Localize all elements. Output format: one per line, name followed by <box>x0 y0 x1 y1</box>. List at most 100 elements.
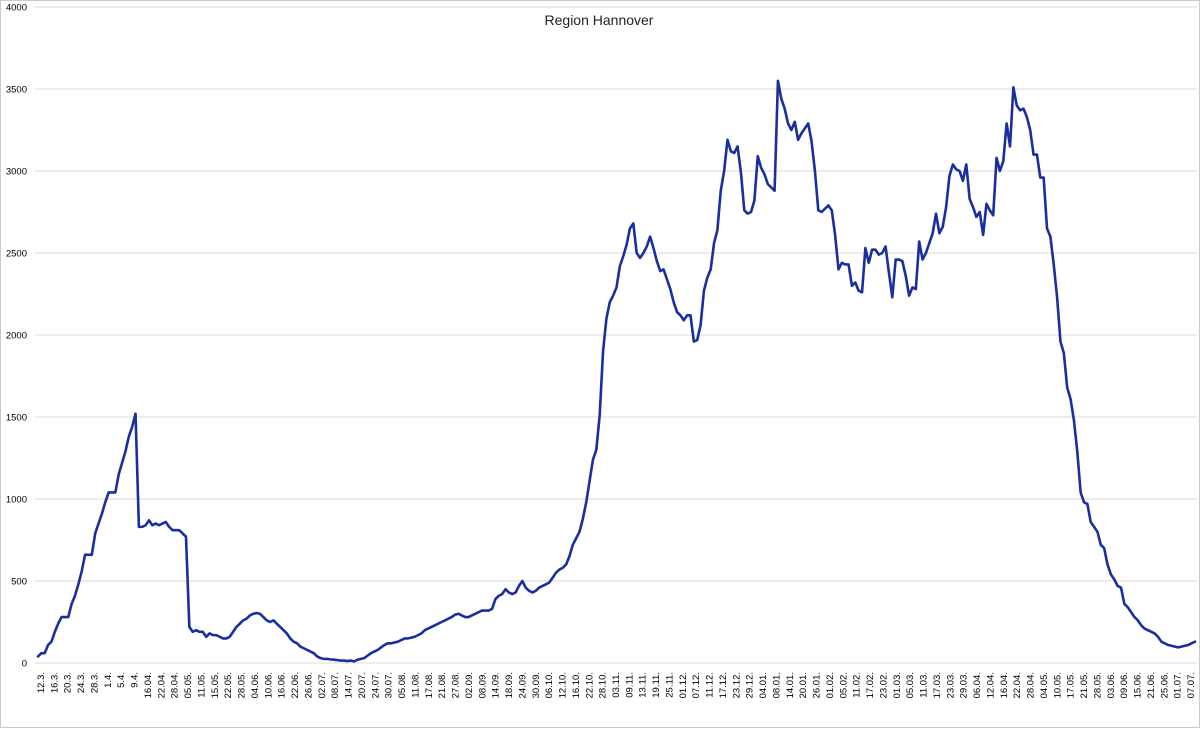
x-tick-label: 30.09. <box>531 672 542 698</box>
x-tick-label: 13.11. <box>638 672 649 698</box>
x-tick-label: 25.06. <box>1159 672 1170 698</box>
x-tick-label: 23.12. <box>731 672 742 698</box>
x-tick-label: 24.09. <box>517 672 528 698</box>
x-tick-label: 20.3. <box>63 672 74 693</box>
x-tick-label: 01.03. <box>892 672 903 698</box>
x-tick-label: 22.04. <box>156 672 167 698</box>
x-tick-label: 07.07. <box>1186 672 1197 698</box>
y-tick-label: 3500 <box>6 85 27 96</box>
x-tick-label: 17.12. <box>718 672 729 698</box>
series-layer <box>36 79 1197 663</box>
x-tick-label: 05.05. <box>183 672 194 698</box>
x-tick-label: 14.09. <box>491 672 502 698</box>
y-tick-label: 2500 <box>6 249 27 260</box>
x-tick-label: 28.05. <box>1092 672 1103 698</box>
chart-title: Region Hannover <box>545 12 654 28</box>
x-tick-label: 22.06. <box>290 672 301 698</box>
x-tick-label: 22.05. <box>223 672 234 698</box>
y-tick-label: 0 <box>22 659 27 670</box>
x-tick-label: 01.07. <box>1173 672 1184 698</box>
x-tick-label: 24.3. <box>76 672 87 693</box>
x-axis-tick-labels: 12.3. 16.3. 20.3. 24.3. 28.3. 1.4. 5.4. 9.4. 16.… <box>36 672 1197 698</box>
x-tick-label: 21.06. <box>1146 672 1157 698</box>
x-tick-label: 06.10. <box>544 672 555 698</box>
x-tick-label: 17.08. <box>424 672 435 698</box>
x-tick-label: 02.09. <box>464 672 475 698</box>
y-tick-label: 2000 <box>6 331 27 342</box>
x-tick-label: 28.05. <box>237 672 248 698</box>
x-tick-label: 24.07. <box>370 672 381 698</box>
x-tick-label: 10.05. <box>1052 672 1063 698</box>
x-tick-label: 12.10. <box>558 672 569 698</box>
x-tick-label: 28.3. <box>89 672 100 693</box>
x-tick-label: 08.01. <box>771 672 782 698</box>
x-tick-label: 09.06. <box>1119 672 1130 698</box>
x-tick-label: 08.09. <box>477 672 488 698</box>
x-tick-label: 14.01. <box>785 672 796 698</box>
x-tick-label: 16.3. <box>49 672 60 693</box>
x-tick-label: 27.08. <box>451 672 462 698</box>
x-tick-label: 5.4. <box>116 672 127 688</box>
x-tick-label: 12.04. <box>985 672 996 698</box>
y-tick-label: 500 <box>11 577 27 588</box>
x-tick-label: 29.12. <box>745 672 756 698</box>
x-tick-label: 04.01. <box>758 672 769 698</box>
x-tick-label: 28.10. <box>598 672 609 698</box>
x-tick-label: 28.04. <box>1026 672 1037 698</box>
x-tick-label: 18.09. <box>504 672 515 698</box>
x-tick-label: 16.04. <box>999 672 1010 698</box>
x-tick-label: 03.11. <box>611 672 622 698</box>
x-tick-label: 11.05. <box>196 672 207 698</box>
x-tick-label: 08.07. <box>330 672 341 698</box>
y-tick-label: 1000 <box>6 495 27 506</box>
x-tick-label: 26.01. <box>812 672 823 698</box>
x-tick-label: 16.06. <box>277 672 288 698</box>
x-tick-label: 16.10. <box>571 672 582 698</box>
x-tick-label: 14.07. <box>344 672 355 698</box>
x-tick-label: 29.03. <box>959 672 970 698</box>
x-tick-label: 17.02. <box>865 672 876 698</box>
gridlines <box>35 6 1197 582</box>
x-tick-label: 30.07. <box>384 672 395 698</box>
x-tick-label: 01.12. <box>678 672 689 698</box>
x-tick-label: 22.04. <box>1012 672 1023 698</box>
x-tick-label: 23.03. <box>945 672 956 698</box>
x-tick-label: 05.02. <box>838 672 849 698</box>
x-tick-label: 25.11. <box>664 672 675 698</box>
y-tick-label: 4000 <box>6 3 27 14</box>
x-tick-label: 20.07. <box>357 672 368 698</box>
y-tick-label: 3000 <box>6 167 27 178</box>
y-tick-label: 1500 <box>6 413 27 424</box>
x-tick-label: 06.04. <box>972 672 983 698</box>
x-tick-label: 04.06. <box>250 672 261 698</box>
x-tick-label: 15.05. <box>210 672 221 698</box>
x-tick-label: 11.08. <box>410 672 421 698</box>
x-tick-label: 05.08. <box>397 672 408 698</box>
x-tick-label: 11.02. <box>852 672 863 698</box>
x-tick-label: 23.02. <box>878 672 889 698</box>
x-tick-label: 02.07. <box>317 672 328 698</box>
x-tick-label: 9.4. <box>130 672 141 688</box>
x-tick-label: 19.11. <box>651 672 662 698</box>
x-tick-label: 07.12. <box>691 672 702 698</box>
x-tick-label: 17.03. <box>932 672 943 698</box>
x-tick-label: 09.11. <box>624 672 635 698</box>
x-tick-label: 10.06. <box>263 672 274 698</box>
x-tick-label: 04.05. <box>1039 672 1050 698</box>
x-tick-label: 22.10. <box>584 672 595 698</box>
x-tick-label: 17.05. <box>1066 672 1077 698</box>
x-tick-label: 21.05. <box>1079 672 1090 698</box>
x-tick-label: 16.04. <box>143 672 154 698</box>
x-tick-label: 11.12. <box>705 672 716 698</box>
x-tick-label: 21.08. <box>437 672 448 698</box>
x-tick-label: 28.04. <box>170 672 181 698</box>
series-line <box>36 79 1197 663</box>
x-tick-label: 15.06. <box>1133 672 1144 698</box>
x-tick-label: 01.02. <box>825 672 836 698</box>
y-axis-tick-labels: 0 500 1000 1500 2000 2500 3000 3500 4000 <box>6 3 27 670</box>
x-tick-label: 11.03. <box>919 672 930 698</box>
x-tick-label: 26.06. <box>303 672 314 698</box>
x-tick-label: 12.3. <box>36 672 47 693</box>
